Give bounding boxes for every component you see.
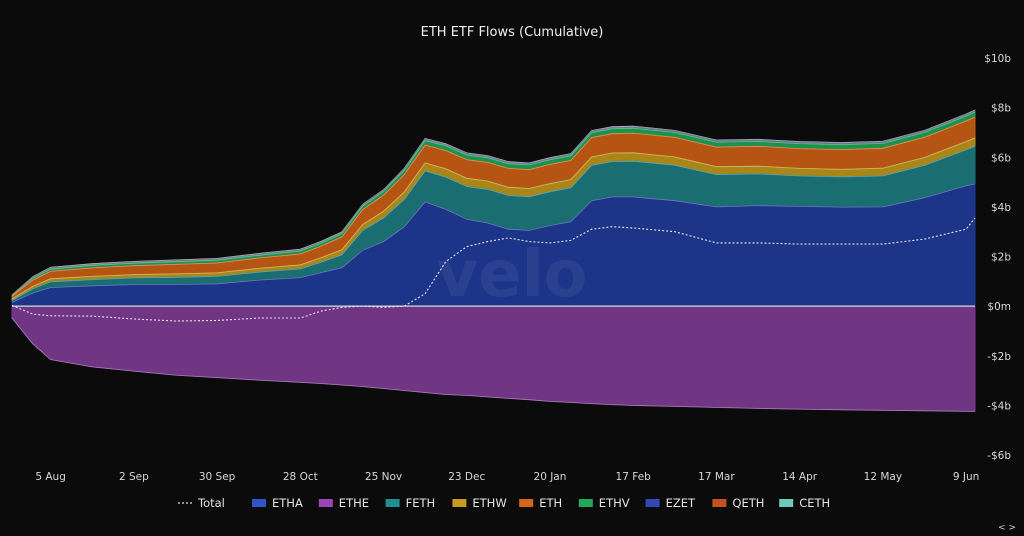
legend-swatch [712, 499, 727, 507]
x-tick-label: 17 Feb [616, 471, 652, 483]
legend-item-ethv[interactable]: ETHV [578, 496, 630, 510]
y-tick-label: $4b [991, 202, 1011, 214]
legend-item-qeth[interactable]: QETH [712, 496, 764, 510]
legend-item-etha[interactable]: ETHA [252, 496, 303, 510]
legend-label: ETHE [339, 496, 369, 510]
watermark: velo [436, 238, 587, 312]
legend-label: Total [197, 496, 225, 510]
legend-swatch [645, 499, 660, 507]
x-tick-label: 28 Oct [283, 471, 318, 483]
nav-arrows[interactable]: < > [998, 523, 1016, 533]
legend-label: ETH [539, 496, 562, 510]
y-tick-label: -$2b [987, 351, 1011, 363]
x-tick-label: 17 Mar [698, 471, 735, 483]
legend-swatch [578, 499, 593, 507]
x-tick-label: 20 Jan [534, 471, 567, 483]
x-tick-label: 12 May [864, 471, 902, 483]
x-tick-label: 9 Jun [953, 471, 979, 483]
edge-ethe [11, 317, 975, 412]
y-tick-label: $8b [991, 103, 1011, 115]
y-tick-label: $2b [991, 252, 1011, 264]
x-tick-label: 14 Apr [782, 471, 818, 483]
plot-area [11, 109, 976, 412]
legend-swatch [519, 499, 534, 507]
legend-item-ethw[interactable]: ETHW [452, 496, 507, 510]
area-ethe [11, 305, 976, 412]
legend-item-feth[interactable]: FETH [385, 496, 436, 510]
y-tick-label: -$6b [987, 450, 1011, 462]
edge-ethv [11, 111, 976, 297]
legend-item-ceth[interactable]: CETH [779, 496, 830, 510]
x-axis: 5 Aug 2 Sep 30 Sep 28 Oct 25 Nov 23 Dec 20 Jan… [35, 471, 979, 483]
edge-eth [11, 116, 976, 297]
legend-swatch [452, 499, 467, 507]
legend-label: ETHW [472, 496, 506, 510]
y-axis: -$6b -$4b -$2b $0m $2b $4b $6b $8b $10b [984, 53, 1011, 462]
legend-label: CETH [799, 496, 830, 510]
x-tick-label: 5 Aug [35, 471, 66, 483]
x-tick-label: 2 Sep [119, 471, 149, 483]
legend-swatch [318, 499, 333, 507]
edge-ethw [11, 137, 976, 300]
x-tick-label: 23 Dec [448, 471, 485, 483]
legend-label: EZET [666, 496, 696, 510]
edge-ezet [11, 110, 976, 296]
y-tick-label: -$4b [987, 400, 1011, 412]
legend-item-ethe[interactable]: ETHE [318, 496, 369, 510]
legend-swatch [779, 499, 794, 507]
legend-item-total[interactable]: Total [178, 496, 225, 510]
x-tick-label: 30 Sep [199, 471, 236, 483]
y-tick-label: $10b [984, 53, 1011, 65]
chart-title: ETH ETF Flows (Cumulative) [421, 25, 604, 40]
y-tick-label: $6b [991, 152, 1011, 164]
legend-label: QETH [732, 496, 764, 510]
legend-label: FETH [406, 496, 436, 510]
legend-swatch [385, 499, 400, 507]
edge-feth [11, 145, 976, 301]
legend-item-eth[interactable]: ETH [519, 496, 562, 510]
edge-etha [11, 183, 976, 303]
legend-label: ETHV [599, 496, 630, 510]
x-tick-label: 25 Nov [365, 471, 402, 483]
y-tick-label: $0m [987, 301, 1011, 313]
legend-item-ezet[interactable]: EZET [645, 496, 696, 510]
legend: Total ETHA ETHE FETH ETHW ETH ETHV EZET QETH CETH [178, 496, 830, 510]
legend-label: ETHA [272, 496, 303, 510]
legend-swatch [252, 499, 266, 507]
